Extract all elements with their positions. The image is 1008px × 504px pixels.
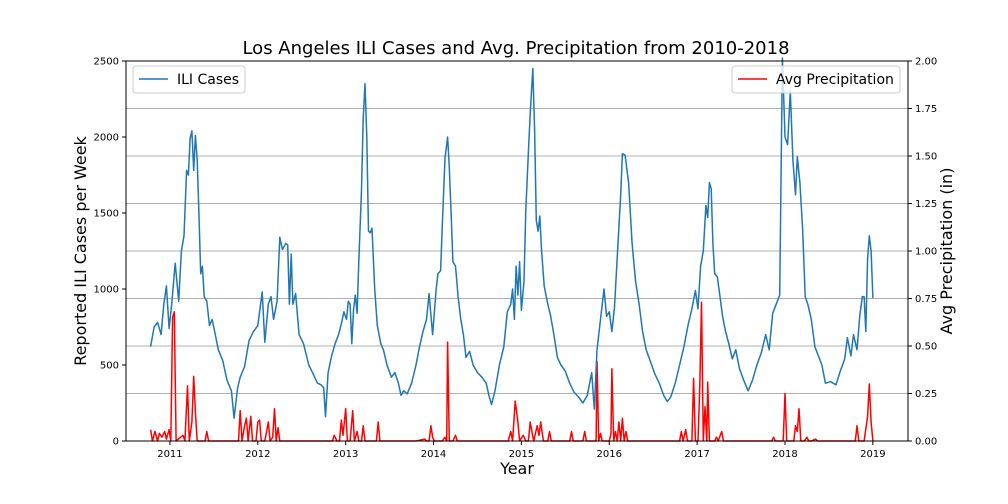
ili-series-line: [149, 57, 874, 419]
y-right-tick-label-8: 2.00: [915, 57, 937, 68]
y-right-tick-label-1: 0.25: [915, 389, 937, 400]
y-axis-right: 0.00 0.25 0.50 0.75 1.00 1.25 1.50 1.75 2.00: [908, 57, 937, 448]
y-left-tick-label-3: 1500: [94, 209, 119, 220]
y-axis-left: 0 500 1000 1500 2000 2500: [94, 57, 126, 448]
x-tick-label-3: 2014: [421, 449, 446, 460]
y-left-tick-label-0: 0: [113, 437, 119, 448]
y-right-tick-label-6: 1.50: [915, 152, 937, 163]
legend-ili-label: ILI Cases: [177, 72, 239, 88]
y-left-tick-label-1: 500: [100, 361, 119, 372]
x-tick-label-2: 2013: [333, 449, 358, 460]
y-right-tick-label-2: 0.50: [915, 342, 937, 353]
legend-ili: ILI Cases: [132, 65, 246, 94]
x-tick-label-8: 2019: [860, 449, 885, 460]
x-tick-label-5: 2016: [597, 449, 622, 460]
x-tick-label-7: 2018: [772, 449, 797, 460]
y-right-tick-label-4: 1.00: [915, 247, 937, 258]
legend-precip-label: Avg Precipitation: [776, 72, 894, 88]
x-tick-label-0: 2011: [157, 449, 182, 460]
x-tick-label-6: 2017: [684, 449, 709, 460]
legend-precip: Avg Precipitation: [731, 65, 901, 94]
x-tick-label-4: 2015: [509, 449, 534, 460]
y-axis-left-title: Reported ILI Cases per Week: [71, 135, 90, 365]
y-right-tick-label-7: 1.75: [915, 104, 937, 115]
legend-ili-box: [132, 65, 246, 94]
y-axis-right-title: Avg Precipitation (in): [937, 168, 956, 335]
y-left-tick-label-4: 2000: [94, 133, 119, 144]
ili-series: [149, 57, 874, 419]
x-axis-title: Year: [499, 459, 534, 478]
y-left-tick-label-5: 2500: [94, 57, 119, 68]
legend-precip-box: [731, 65, 901, 94]
x-tick-label-1: 2012: [245, 449, 270, 460]
chart-title: Los Angeles ILI Cases and Avg. Precipita…: [242, 38, 789, 59]
y-right-tick-label-0: 0.00: [915, 437, 937, 448]
y-right-tick-label-3: 0.75: [915, 294, 937, 305]
y-left-tick-label-2: 1000: [94, 285, 119, 296]
y-right-tick-label-5: 1.25: [915, 199, 937, 210]
x-axis: 2011 2012 2013 2014 2015 2016 2017 2018 2019: [157, 441, 886, 460]
